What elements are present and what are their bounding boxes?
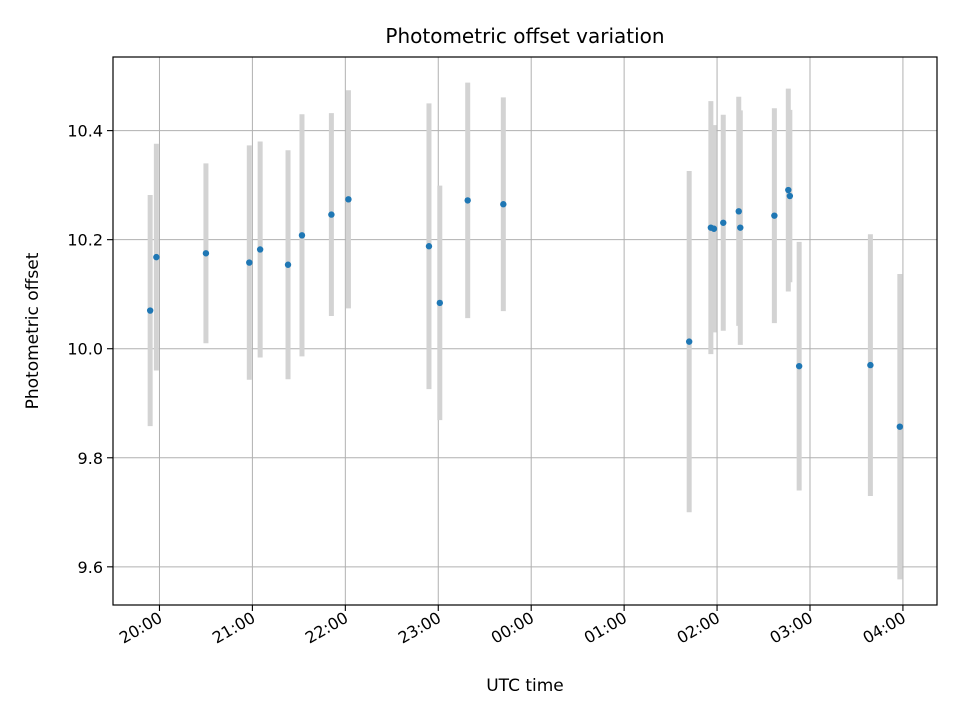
data-point — [202, 250, 210, 257]
data-point — [710, 225, 718, 232]
data-point — [436, 299, 444, 307]
y-tick-label: 9.6 — [78, 558, 103, 577]
data-point — [246, 259, 253, 266]
data-point — [720, 219, 727, 226]
data-point — [345, 196, 352, 203]
data-point — [795, 362, 803, 370]
grid-lines — [113, 57, 937, 605]
y-axis-ticks: 9.6 9.8 10.0 10.2 10.4 — [67, 122, 113, 577]
x-axis-title: UTC time — [486, 676, 564, 696]
y-tick-label: 10.2 — [67, 231, 103, 250]
data-point — [425, 243, 433, 250]
data-point — [284, 261, 292, 268]
y-tick-label: 10.4 — [67, 122, 103, 141]
data-point — [785, 186, 792, 194]
data-point — [685, 338, 693, 345]
plot-frame — [112, 56, 938, 606]
data-point — [771, 212, 778, 219]
data-point — [896, 423, 904, 430]
data-point — [464, 197, 471, 204]
data-point — [298, 232, 306, 239]
data-point — [500, 201, 507, 208]
data-points — [146, 186, 904, 430]
y-tick-label: 9.8 — [78, 449, 103, 468]
data-point — [737, 224, 744, 231]
data-point — [786, 192, 794, 200]
data-point — [146, 307, 154, 314]
chart-title: Photometric offset variation — [385, 24, 664, 48]
y-tick-label: 10.0 — [67, 340, 103, 359]
y-axis-title: Photometric offset — [23, 252, 43, 409]
data-point — [328, 211, 335, 218]
data-point — [256, 246, 264, 253]
data-point — [153, 253, 160, 261]
data-point — [867, 361, 874, 369]
data-point — [735, 208, 742, 215]
